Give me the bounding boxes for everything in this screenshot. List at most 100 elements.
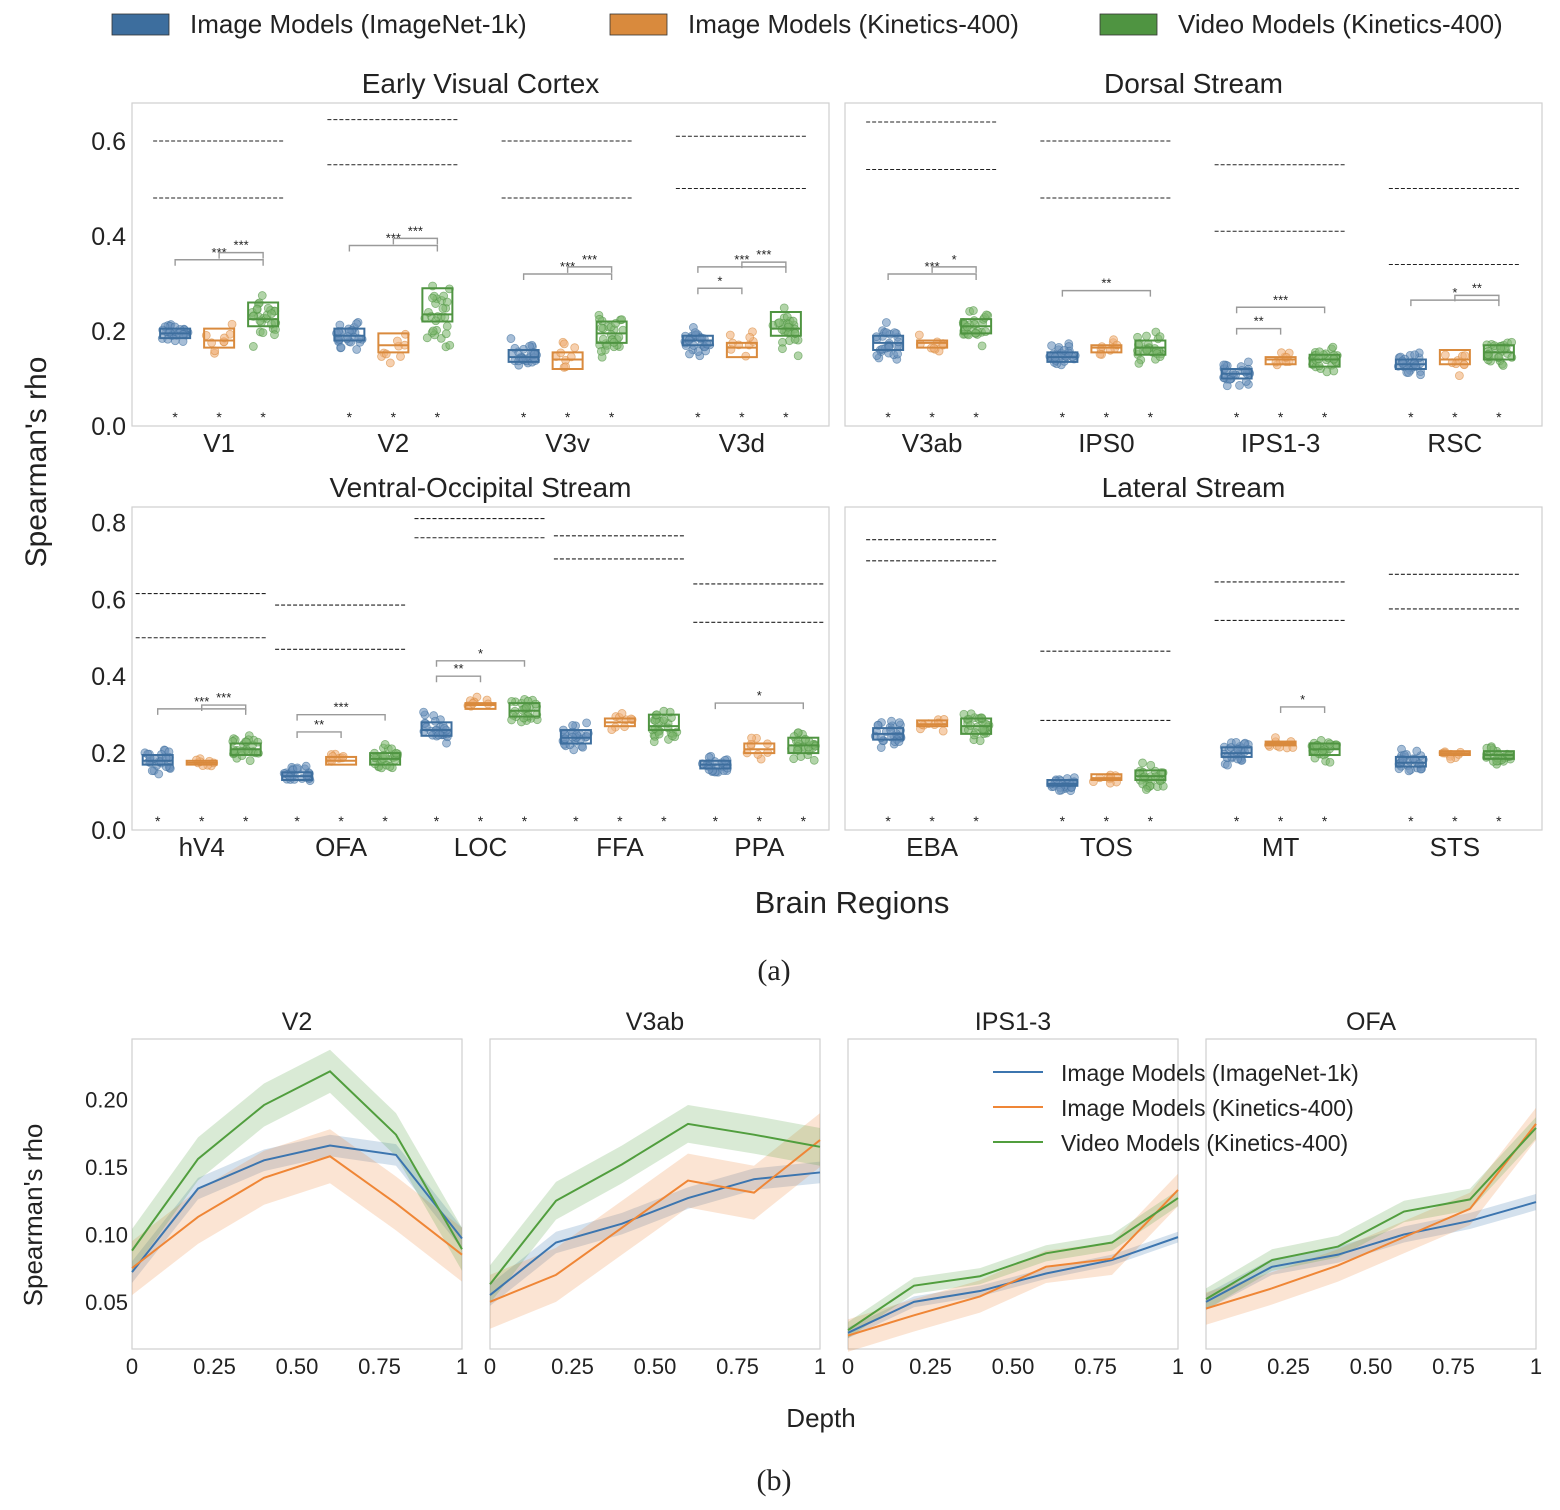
data-point <box>881 318 891 327</box>
data-point <box>1317 746 1327 756</box>
x-tick-label: V2 <box>377 428 409 458</box>
data-point <box>428 293 437 303</box>
region-eba: EBA * * * <box>866 539 999 862</box>
legend-top: Image Models (ImageNet-1k) Image Models … <box>111 9 1503 39</box>
region-hv4: hV4* * **** *** <box>135 592 268 862</box>
significance-star: * <box>172 409 178 425</box>
significance-star: * <box>338 813 344 829</box>
legend-b: Image Models (ImageNet-1k) Image Models … <box>993 1060 1359 1156</box>
data-point <box>959 709 969 719</box>
significance-star: * <box>294 813 300 829</box>
x-tick-label: EBA <box>906 832 959 862</box>
y-tick-label: 0.6 <box>91 586 126 614</box>
data-point <box>1223 760 1232 770</box>
legend-swatch-imagenet <box>111 13 170 36</box>
significance-star: * <box>155 813 161 829</box>
data-point <box>442 321 452 331</box>
data-point <box>1329 366 1339 376</box>
box-iqr <box>1308 353 1341 368</box>
data-point <box>245 756 255 766</box>
plot-frame <box>847 1038 1179 1350</box>
region-v2: V2* * **** *** <box>327 119 460 458</box>
significance-star: * <box>973 813 979 829</box>
data-point <box>242 737 251 747</box>
data-point <box>1460 351 1470 361</box>
significance-star: * <box>565 409 571 425</box>
data-point <box>1054 786 1064 795</box>
y-tick-label: 0.2 <box>91 740 126 768</box>
significance-star: * <box>435 409 441 425</box>
x-tick-label: IPS1-3 <box>1241 428 1321 458</box>
significance-star: * <box>1104 409 1110 425</box>
data-point <box>779 303 789 313</box>
significance-star: * <box>1322 409 1328 425</box>
data-point <box>968 306 978 315</box>
data-point <box>292 763 302 773</box>
series-line-image-models-kinetics-400- <box>131 1155 463 1269</box>
legend-b-label-kinetics-video: Video Models (Kinetics-400) <box>1061 1130 1348 1156</box>
box-iqr <box>247 301 280 328</box>
line-panel-ips1-3: IPS1-3 0 0.25 0.50 0.75 1 <box>842 1008 1184 1379</box>
data-point <box>582 732 591 741</box>
data-point <box>977 341 987 351</box>
significance-star: * <box>1104 813 1110 829</box>
y-tick-label: 0.6 <box>91 128 126 156</box>
data-point <box>1138 758 1147 768</box>
panel-title: IPS1-3 <box>975 1008 1051 1036</box>
data-point <box>981 327 991 337</box>
bracket-label: *** <box>582 252 597 267</box>
series-line-video-models-kinetics-400- <box>847 1197 1179 1331</box>
box-iqr <box>916 339 949 349</box>
data-point <box>336 343 346 352</box>
significance-bracket <box>218 251 264 259</box>
bracket-label: * <box>717 273 722 288</box>
panel-title: Ventral-Occipital Stream <box>330 472 632 503</box>
box-iqr <box>595 320 628 344</box>
data-point <box>788 316 798 326</box>
x-tick-label: 0 <box>126 1354 138 1379</box>
data-point <box>887 716 896 726</box>
bracket-label: *** <box>1273 292 1288 307</box>
x-tick-label: PPA <box>734 832 785 862</box>
data-point <box>352 345 362 354</box>
caption-b: (b) <box>757 1464 792 1497</box>
data-point <box>617 709 627 718</box>
data-point <box>668 731 677 741</box>
x-tick-label: 1 <box>1172 1354 1184 1379</box>
significance-bracket <box>566 266 613 273</box>
significance-star: * <box>801 813 807 829</box>
data-point <box>428 326 438 336</box>
data-point <box>170 322 180 332</box>
data-point <box>1416 370 1425 380</box>
panel-title: Lateral Stream <box>1102 472 1286 503</box>
significance-star: * <box>661 813 667 829</box>
box-iqr <box>507 349 540 363</box>
line-panel-ofa: OFA 0 0.25 0.50 0.75 1 <box>1200 1008 1542 1379</box>
significance-bracket <box>697 287 743 295</box>
panel-title: V2 <box>282 1008 313 1036</box>
bracket-label: *** <box>334 700 349 715</box>
confidence-band <box>848 1231 1178 1339</box>
y-tick-label: 0.4 <box>91 223 126 251</box>
data-point <box>506 334 516 343</box>
data-point <box>1271 733 1280 743</box>
region-sts: STS * * * <box>1388 573 1521 862</box>
data-point <box>568 721 578 730</box>
legend-swatch-kinetics-image <box>609 13 668 36</box>
region-ofa: OFA* * ****** <box>275 604 408 862</box>
data-point <box>725 330 735 340</box>
region-ips0: IPS0* * *** <box>1040 140 1173 458</box>
significance-star: * <box>1234 813 1240 829</box>
data-point <box>659 715 669 724</box>
x-tick-label: 1 <box>814 1354 826 1379</box>
data-point <box>445 340 455 350</box>
data-point <box>380 740 390 749</box>
significance-star: * <box>434 813 440 829</box>
data-point <box>800 734 810 744</box>
x-tick-label: MT <box>1262 832 1300 862</box>
legend-swatch-kinetics-video <box>1099 13 1158 36</box>
panel-a-x-axis-label: Brain Regions <box>755 885 950 920</box>
data-point <box>227 319 237 329</box>
significance-star: * <box>1452 409 1458 425</box>
data-point <box>352 319 361 329</box>
